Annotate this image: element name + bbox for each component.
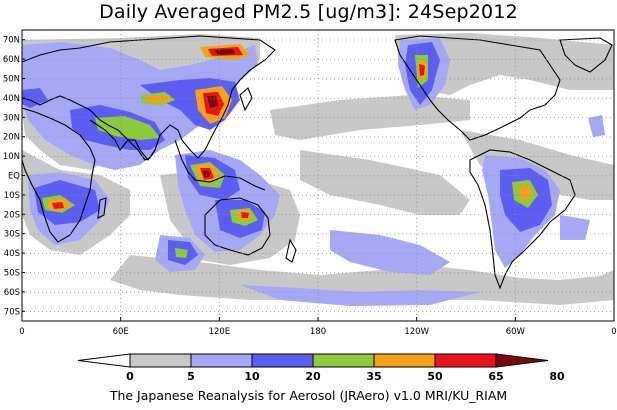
map-title: Daily Averaged PM2.5 [ug/m3]: 24Sep2012 [99, 1, 518, 23]
lon-label: 60E [113, 327, 129, 337]
data-credit: The Japanese Reanalysis for Aerosol (JRA… [109, 388, 508, 403]
lon-label: 120W [404, 327, 429, 337]
lat-label: 30S [4, 230, 20, 240]
lat-label: 70S [4, 307, 20, 317]
lat-label: 50S [4, 269, 20, 279]
lat-label: 10N [3, 152, 20, 162]
colorbar-label: 0 [126, 370, 134, 383]
lon-label: 0 [611, 327, 616, 337]
graticule [22, 30, 614, 321]
colorbar-swatch [312, 353, 375, 368]
lat-label: 20N [3, 133, 20, 143]
lat-label: 30N [3, 113, 20, 123]
lat-label: EQ [8, 172, 20, 182]
pm25-band-above-80 [203, 49, 235, 177]
lat-label: 60N [3, 55, 20, 65]
coastlines [22, 35, 613, 290]
lat-label: 60S [4, 288, 20, 298]
colorbar: 0 5 10 20 35 50 65 80 [77, 353, 565, 383]
concentration-field [22, 30, 614, 321]
lat-label: 50N [3, 75, 20, 85]
colorbar-label: 35 [366, 370, 381, 383]
lon-label: 120E [209, 327, 231, 337]
colorbar-swatch [77, 353, 131, 368]
lat-label: 40N [3, 94, 20, 104]
colorbar-swatch [129, 353, 192, 368]
colorbar-label: 20 [305, 370, 321, 383]
lon-label: 180 [310, 327, 326, 337]
lon-label: 0 [19, 327, 24, 337]
lon-label: 60W [506, 327, 526, 337]
colorbar-swatch [373, 353, 436, 368]
colorbar-label: 5 [187, 370, 195, 383]
colorbar-swatch [251, 353, 314, 368]
colorbar-label: 65 [488, 370, 503, 383]
lat-label: 40S [4, 249, 20, 259]
longitude-labels: 0 60E 120E 180 120W 60W 0 [19, 317, 617, 337]
colorbar-swatch [190, 353, 253, 368]
colorbar-label: 10 [244, 370, 260, 383]
lat-label: 20S [4, 210, 20, 220]
lat-label: 70N [3, 36, 20, 46]
colorbar-label: 50 [427, 370, 443, 383]
latitude-labels: 70N 60N 50N 40N 30N 20N 10N EQ 10S 20S 30S 40S 50S 60… [3, 36, 25, 317]
colorbar-label: 80 [549, 370, 565, 383]
colorbar-swatch [434, 353, 497, 368]
lat-label: 10S [4, 191, 20, 201]
colorbar-swatch [495, 353, 549, 368]
